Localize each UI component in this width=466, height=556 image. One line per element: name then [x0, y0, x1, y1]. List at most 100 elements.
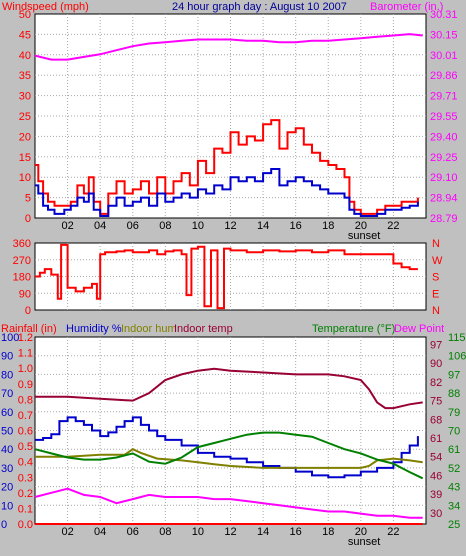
wind-direction-line	[35, 243, 418, 310]
dewpoint-tick-label: 97	[430, 339, 442, 351]
dewpoint-tick-label: 82	[430, 377, 442, 389]
windspeed-tick-label: 30	[19, 91, 31, 103]
humidity-tick-label: 80	[1, 369, 13, 381]
dewpoint-line	[34, 487, 423, 519]
temperature-tick-label: 97	[448, 369, 460, 381]
temperature-tick-label: 106	[448, 351, 466, 363]
indoor-temp-line	[35, 367, 423, 410]
temperature-tick-label: 34	[448, 500, 460, 512]
x-tick-label: 22	[387, 526, 399, 538]
humidity-tick-label: 50	[1, 426, 13, 438]
humidity-tick-label: 20	[1, 482, 13, 494]
direction-tick-label: 180	[13, 272, 31, 284]
humidity-tick-label: 10	[1, 500, 13, 512]
rainfall-tick-label: 0.6	[18, 426, 33, 438]
barometer-tick-label: 29.55	[430, 111, 458, 123]
barometer-tick-label: 29.40	[430, 131, 458, 143]
temperature-tick-label: 115	[448, 332, 466, 344]
windspeed-tick-label: 45	[19, 29, 31, 41]
windspeed-tick-label: 40	[19, 50, 31, 62]
dewpoint-tick-label: 46	[430, 470, 442, 482]
windspeed-tick-label: 25	[19, 111, 31, 123]
rainfall-tick-label: 0.2	[18, 488, 33, 500]
temp-humidity-panel: 0 10 20 30 40 50 60 70 80 90 100 0.0 0.1 0.2 0.3 0.4 0.5…	[1, 332, 466, 548]
humidity-tick-label: 60	[1, 407, 13, 419]
barometer-tick-label: 30.01	[430, 50, 458, 62]
x-tick-label: 08	[159, 526, 171, 538]
rainfall-tick-label: 1.1	[18, 348, 33, 360]
humidity-line	[35, 416, 419, 479]
windspeed-tick-label: 5	[25, 193, 31, 205]
x-tick-label: 18	[322, 220, 334, 232]
x-tick-label: 08	[159, 220, 171, 232]
windspeed-tick-label: 50	[19, 9, 31, 21]
temperature-tick-label: 43	[448, 482, 460, 494]
windspeed-tick-label: 10	[19, 172, 31, 184]
x-tick-label: 12	[224, 220, 236, 232]
rainfall-tick-label: 0.7	[18, 410, 33, 422]
rainfall-tick-label: 0.8	[18, 394, 33, 406]
x-tick-label: 16	[290, 526, 302, 538]
direction-tick-label: 270	[13, 255, 31, 267]
barometer-tick-label: 29.10	[430, 172, 458, 184]
compass-tick-label: E	[432, 288, 439, 300]
dewpoint-tick-label: 75	[430, 396, 442, 408]
temperature-axis-label: Temperature (°F)	[312, 323, 395, 335]
compass-tick-label: N	[432, 305, 440, 317]
rainfall-tick-label: 0.0	[18, 519, 33, 531]
temperature-tick-label: 70	[448, 426, 460, 438]
dewpoint-tick-label: 39	[430, 489, 442, 501]
humidity-tick-label: 30	[1, 463, 13, 475]
windspeed-tick-label: 35	[19, 70, 31, 82]
sunset-label: sunset	[348, 230, 380, 242]
sunset-label: sunset	[348, 536, 380, 548]
temperature-tick-label: 52	[448, 463, 460, 475]
x-tick-label: 18	[322, 526, 334, 538]
x-tick-label: 14	[257, 220, 269, 232]
barometer-tick-label: 29.71	[430, 91, 458, 103]
x-tick-label: 10	[192, 526, 204, 538]
barometer-tick-label: 30.15	[430, 29, 458, 41]
barometer-tick-label: 28.79	[430, 213, 458, 225]
temperature-line	[34, 431, 424, 480]
compass-tick-label: W	[432, 255, 443, 267]
rainfall-tick-label: 0.1	[18, 503, 33, 515]
dewpoint-tick-label: 90	[430, 358, 442, 370]
rainfall-tick-label: 0.3	[18, 472, 33, 484]
dewpoint-tick-label: 30	[430, 508, 442, 520]
x-tick-label: 20	[355, 526, 367, 538]
humidity-tick-label: 90	[1, 351, 13, 363]
barometer-tick-label: 28.94	[430, 193, 458, 205]
windspeed-tick-label: 0	[25, 213, 31, 225]
humidity-axis-label: Humidity %	[66, 323, 122, 335]
dewpoint-tick-label: 54	[430, 452, 442, 464]
windspeed-axis-label: Windspeed (mph)	[2, 1, 89, 13]
x-tick-label: 06	[127, 526, 139, 538]
direction-tick-label: 360	[13, 238, 31, 250]
x-tick-label: 04	[94, 526, 106, 538]
x-tick-label: 22	[387, 220, 399, 232]
direction-tick-label: 90	[19, 288, 31, 300]
humidity-tick-label: 0	[1, 519, 7, 531]
rainfall-tick-label: 0.9	[18, 379, 33, 391]
rainfall-tick-label: 1.0	[18, 363, 33, 375]
dewpoint-tick-label: 61	[430, 433, 442, 445]
indoor-humidity-label: Indoor hum	[121, 323, 177, 335]
rainfall-tick-label: 0.4	[18, 457, 33, 469]
direction-tick-label: 0	[25, 305, 31, 317]
graph-title: 24 hour graph day : August 10 2007	[172, 1, 347, 13]
wind-gust-line	[35, 119, 419, 215]
indoor-humidity-line	[35, 448, 423, 469]
x-tick-label: 10	[192, 220, 204, 232]
x-tick-label: 14	[257, 526, 269, 538]
barometer-line	[34, 33, 423, 61]
wind-barometer-panel: 0 5 10 15 20 25 30 35 40 45 50 28.79 28.94 29.10 29.25…	[19, 9, 458, 242]
x-tick-label: 02	[61, 220, 73, 232]
barometer-tick-label: 29.25	[430, 152, 458, 164]
temperature-tick-label: 79	[448, 407, 460, 419]
temperature-tick-label: 88	[448, 388, 460, 400]
barometer-axis-label: Barometer (in.)	[370, 1, 443, 13]
rainfall-axis-label: Rainfall (in)	[1, 323, 57, 335]
